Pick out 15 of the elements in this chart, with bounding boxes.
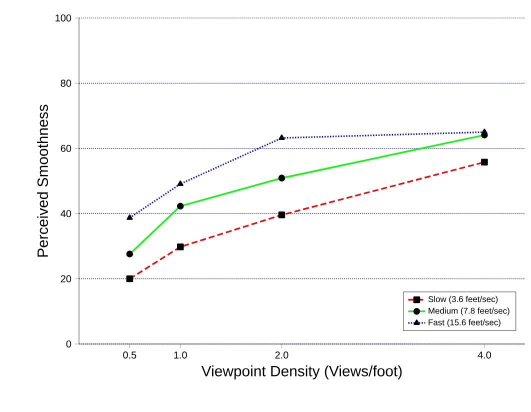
y-tick-label: 80 (60, 80, 72, 87)
y-tick-label: 100 (56, 14, 72, 22)
legend-label: Medium (7.8 feet/sec) (428, 308, 510, 316)
x-axis-title: Viewpoint Density (Views/foot) (201, 365, 402, 380)
x-tick-label: 4.0 (478, 352, 491, 359)
x-tick-label: 1.0 (174, 352, 187, 359)
y-tick-label: 60 (60, 144, 72, 152)
x-tick-label: 2.0 (275, 352, 288, 359)
y-axis-title: Perceived Smoothness (37, 104, 48, 257)
y-tick-label: 0 (66, 340, 72, 348)
legend-label: Fast (15.6 feet/sec) (428, 319, 500, 328)
x-tick-label: 0.5 (123, 352, 136, 359)
y-tick-label: 40 (60, 210, 72, 218)
y-tick-label: 20 (60, 275, 72, 282)
legend-label: Slow (3.6 feet/sec) (428, 296, 498, 304)
